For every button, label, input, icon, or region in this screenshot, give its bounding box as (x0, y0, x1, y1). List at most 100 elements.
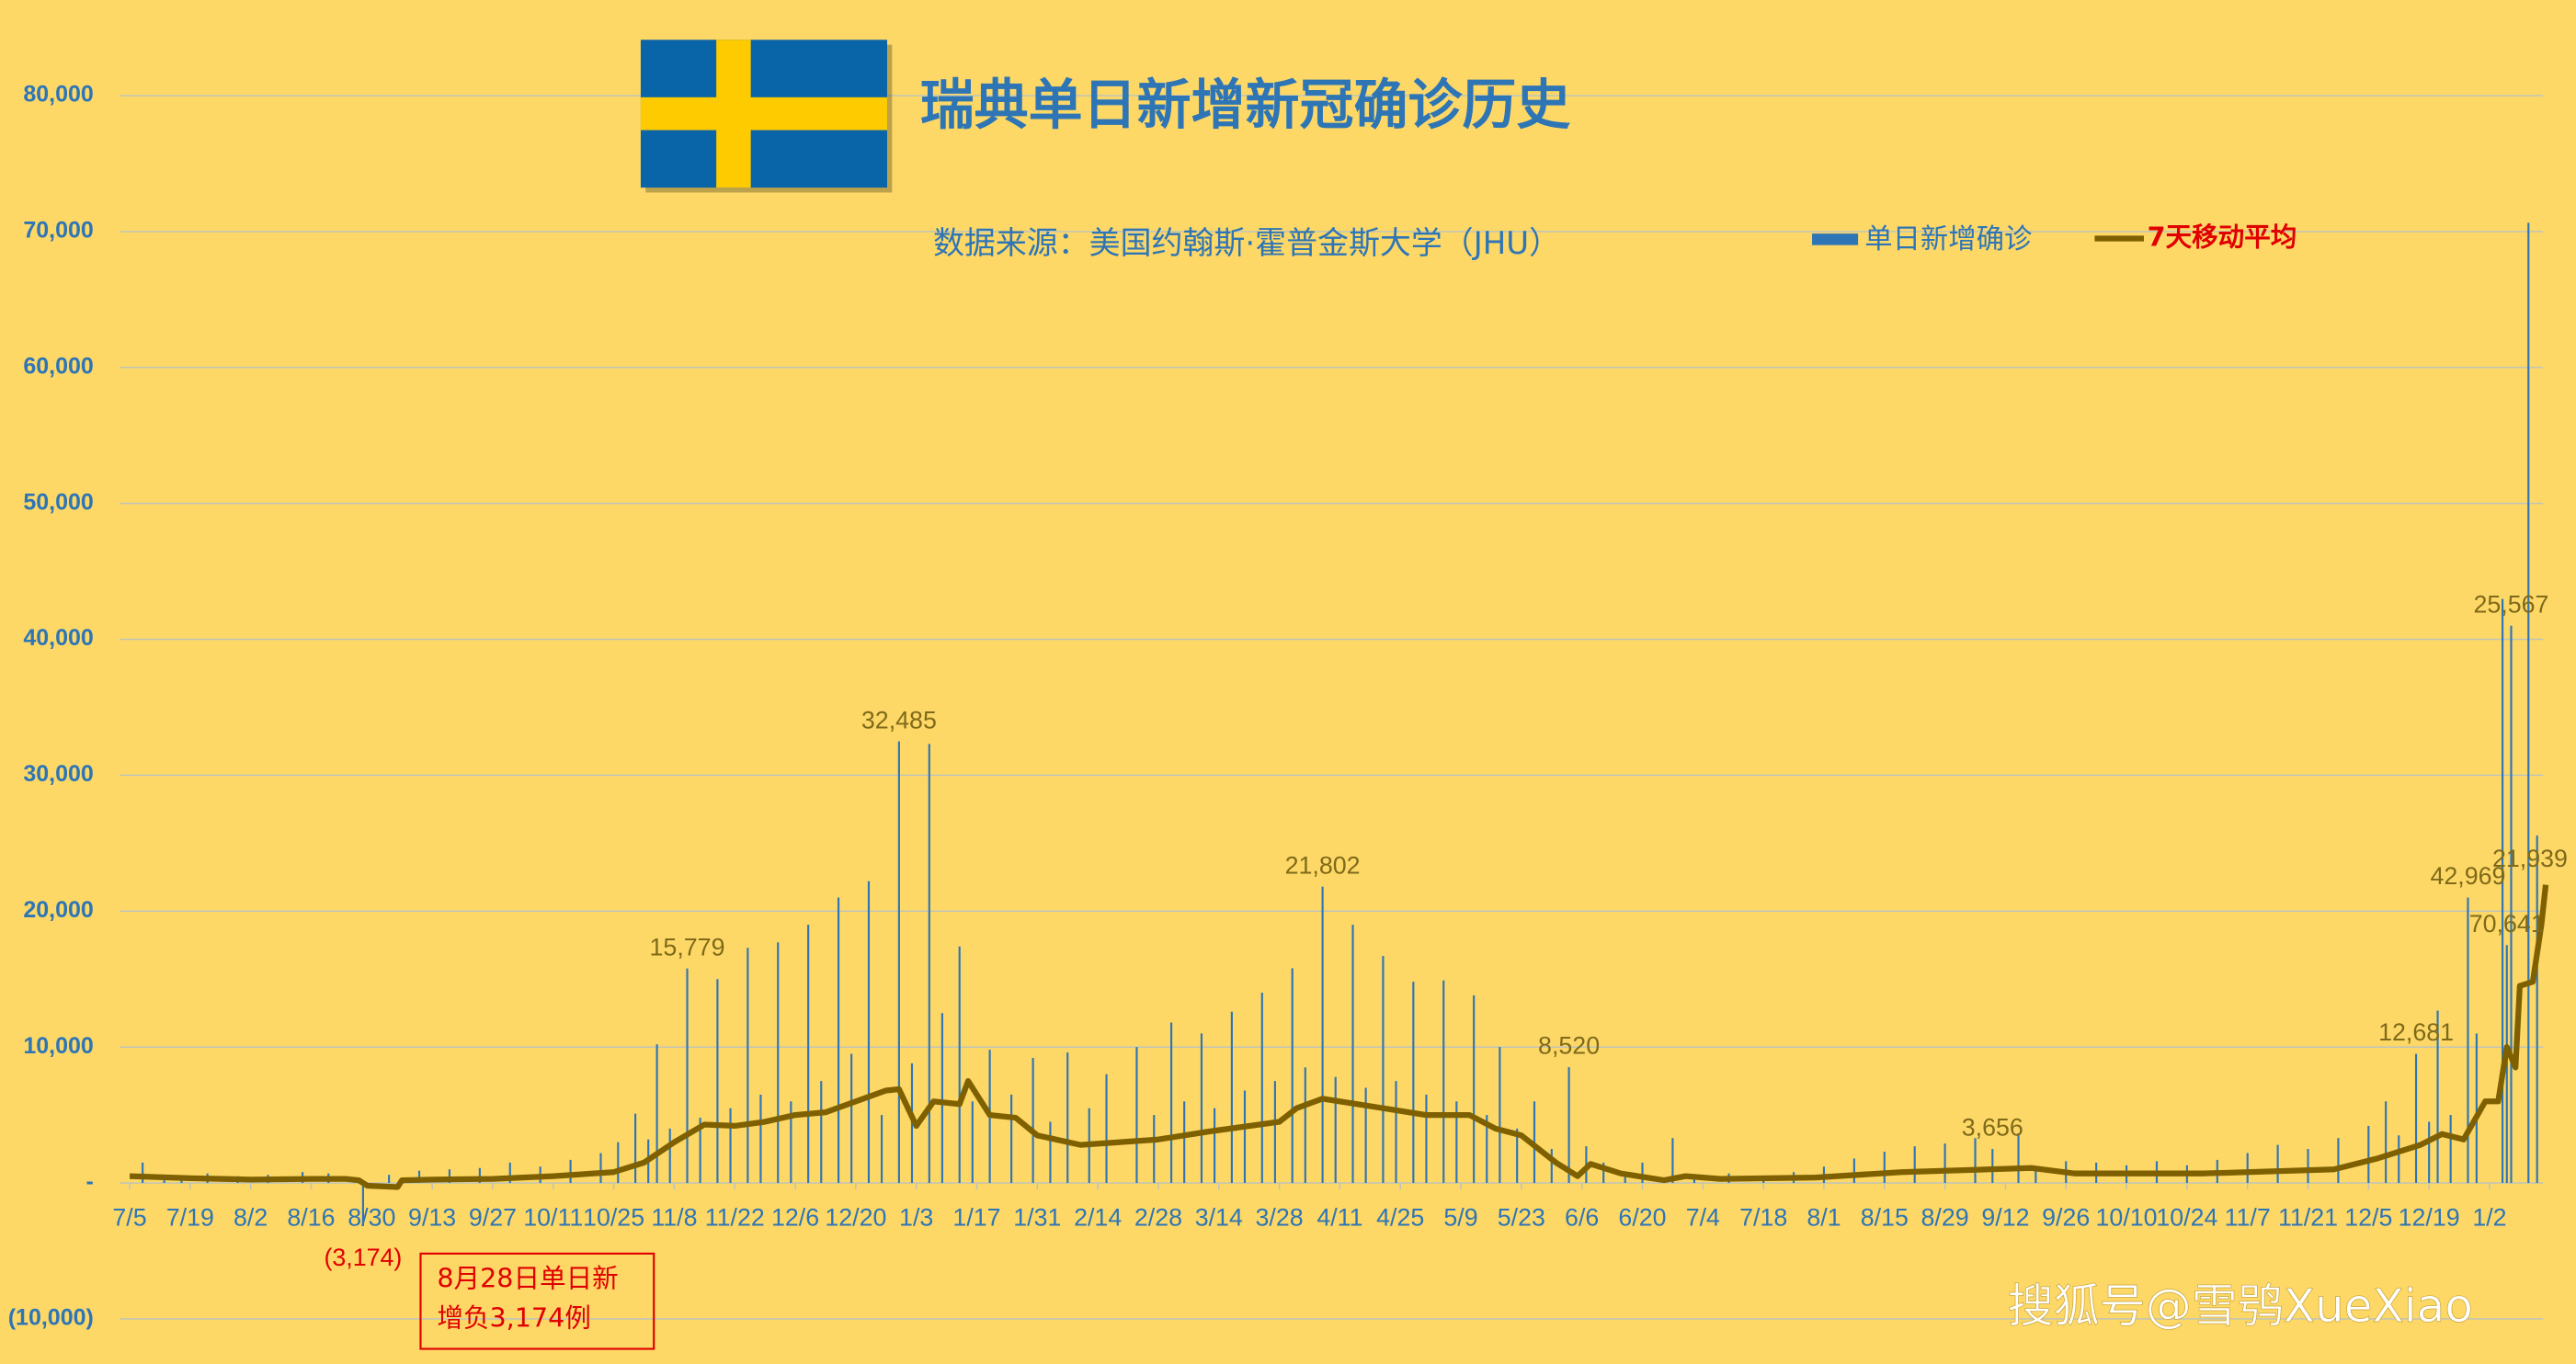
bar (599, 1153, 602, 1184)
legend-label: 7天移动平均 (2148, 222, 2297, 253)
bar (958, 946, 961, 1184)
bar (1304, 1067, 1306, 1184)
x-tick-label: 10/11 (523, 1203, 583, 1231)
x-tick-label: 1/2 (2472, 1203, 2506, 1231)
bar (1499, 1047, 1501, 1184)
x-tick-label: 12/19 (2399, 1203, 2460, 1231)
x-tick-label: 1/3 (899, 1203, 933, 1231)
bar (1334, 1076, 1337, 1184)
bar (2398, 1135, 2400, 1184)
data-label: 32,485 (861, 706, 937, 733)
moving-average-line (129, 884, 2549, 1190)
annotation-text: 8月28日单日新 (437, 1262, 618, 1293)
x-tick-label: 12/5 (2344, 1203, 2392, 1231)
x-tick-label: 2/14 (1074, 1203, 1122, 1231)
y-tick-label: - (86, 1169, 94, 1195)
bar (1883, 1152, 1886, 1184)
bar (759, 1094, 762, 1184)
bar (2385, 1101, 2388, 1184)
bar (777, 942, 780, 1184)
x-tick-label: 12/6 (771, 1203, 819, 1231)
bar (1455, 1101, 1458, 1184)
x-tick-label: 7/19 (166, 1203, 214, 1231)
bar (940, 1013, 943, 1184)
data-label: (3,174) (324, 1244, 402, 1271)
bar (1230, 1011, 1233, 1184)
flag-cross-horizontal (640, 97, 887, 131)
bar (820, 1081, 823, 1184)
bar (634, 1113, 637, 1184)
bar (699, 1118, 701, 1184)
bar (1183, 1101, 1186, 1184)
bar (478, 1167, 481, 1184)
bar (1273, 1081, 1276, 1184)
y-tick-label: 70,000 (23, 218, 93, 244)
bar (1364, 1087, 1367, 1184)
bar (655, 1044, 658, 1184)
bar (2449, 1115, 2452, 1184)
x-tick-label: 6/6 (1565, 1203, 1599, 1231)
x-tick-label: 5/23 (1498, 1203, 1545, 1231)
bar (2246, 1153, 2249, 1184)
bar (881, 1115, 883, 1184)
bar (1169, 1022, 1173, 1184)
bar (1516, 1128, 1519, 1184)
marks (129, 222, 2549, 1226)
x-tick-label: 8/29 (1921, 1203, 1969, 1231)
bar (1260, 993, 1263, 1184)
bar (2017, 1132, 2020, 1184)
x-tick-label: 11/22 (705, 1203, 765, 1231)
x-tick-label: 10/10 (2096, 1203, 2158, 1231)
bar (1991, 1149, 1994, 1184)
bar (617, 1142, 620, 1184)
bar (1486, 1115, 1488, 1184)
x-tick-label: 8/30 (348, 1203, 395, 1231)
grid (120, 95, 2544, 1320)
bar (1135, 1047, 1138, 1184)
bar (971, 1101, 974, 1184)
x-tick-label: 2/28 (1134, 1203, 1182, 1231)
x-tick-label: 8/15 (1861, 1203, 1909, 1231)
bar (142, 1162, 144, 1184)
bar (1442, 980, 1445, 1184)
bar (747, 948, 749, 1184)
x-tick-label: 4/11 (1316, 1203, 1362, 1231)
bar (1153, 1115, 1156, 1184)
annotation: 8月28日单日新 增负3,174例 (419, 1252, 655, 1350)
bar (1624, 1172, 1626, 1184)
data-label: 42,969 (2430, 862, 2505, 890)
bar (837, 897, 840, 1184)
data-label: 3,656 (1962, 1114, 2023, 1142)
bar (928, 744, 930, 1184)
bar (1567, 1067, 1570, 1184)
bar (1032, 1057, 1034, 1184)
bar (1602, 1162, 1605, 1184)
y-tick-label: 30,000 (23, 761, 93, 787)
bar (2307, 1149, 2309, 1184)
y-tick-label: 60,000 (23, 353, 93, 379)
bar (1321, 886, 1324, 1184)
x-tick-label: 9/27 (469, 1203, 517, 1231)
y-tick-label: 80,000 (23, 82, 93, 108)
labels: (10,000) - 10,000 20,000 30,000 40,000 50,000 6… (8, 82, 2568, 1331)
bar (2527, 222, 2530, 1184)
data-label: 21,802 (1285, 851, 1361, 879)
x-tick-label: 9/26 (2042, 1203, 2090, 1231)
bar (686, 968, 689, 1184)
bar (1105, 1074, 1108, 1184)
bar (790, 1101, 792, 1184)
bar (897, 741, 900, 1184)
flag (640, 40, 893, 193)
bar (1852, 1158, 1855, 1184)
x-tick-label: 7/18 (1739, 1203, 1787, 1231)
bar (2337, 1138, 2340, 1184)
bar (1243, 1090, 1247, 1184)
bar (2475, 1033, 2478, 1184)
watermark: 搜狐号@雪鸮XueXiao (2008, 1279, 2473, 1333)
legend: 单日新增确诊 7天移动平均 (1812, 222, 2297, 256)
y-tick-label: 50,000 (23, 489, 93, 515)
data-label: 70,641 (2469, 910, 2545, 938)
bar (1291, 968, 1294, 1184)
